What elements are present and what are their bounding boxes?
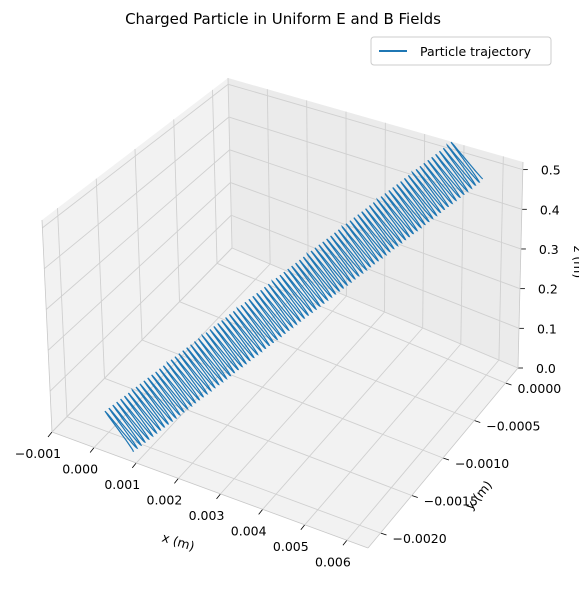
floor-pane [52, 248, 518, 548]
z-tick-label: 0.3 [539, 242, 559, 257]
x-tick-mark [300, 524, 306, 531]
x-gridline [422, 133, 426, 329]
y-tick-label: 0.0000 [518, 381, 562, 396]
x-gridline [306, 100, 309, 281]
x-tick-label: 0.002 [147, 492, 183, 507]
tick-labels: −0.0010.0000.0010.0020.0030.0040.0050.00… [15, 163, 561, 570]
z-gridline [228, 83, 523, 171]
y-tick-mark [505, 382, 512, 386]
x-gridline [460, 145, 465, 345]
y-gridline [141, 339, 444, 459]
x-tick-label: 0.004 [231, 523, 267, 538]
axis-edge [367, 367, 519, 549]
x-tick-mark [131, 462, 137, 469]
y-gridline [66, 416, 381, 534]
z-gridline [49, 214, 232, 392]
y-tick-label: −0.0010 [455, 456, 509, 471]
z-tick-label: 0.0 [536, 361, 556, 376]
legend-box [370, 36, 552, 66]
y-gridline [95, 178, 105, 379]
axis-edge [517, 161, 524, 369]
z-tick-label: 0.2 [538, 282, 558, 297]
y-gridline [212, 89, 218, 264]
legend: Particle trajectory [370, 36, 552, 66]
x-tick-label: 0.005 [273, 539, 309, 554]
axis-edge [41, 219, 53, 433]
x-gridline [227, 77, 233, 249]
z-gridline [42, 83, 229, 229]
x-tick-label: −0.001 [15, 446, 61, 461]
z-gridline [231, 247, 519, 369]
x-axis-label: x (m) [160, 530, 196, 554]
z-gridline [45, 149, 230, 310]
z-gridline [44, 116, 230, 270]
legend-label: Particle trajectory [420, 44, 532, 59]
z-tick-label: 0.4 [540, 202, 560, 217]
x-gridline [266, 89, 271, 265]
x-tick-mark [216, 493, 221, 500]
y-tick-label: −0.0015 [424, 494, 478, 509]
x-tick-mark [258, 509, 263, 515]
x-tick-mark [174, 478, 179, 484]
z-gridline [229, 149, 522, 250]
x-tick-mark [89, 447, 95, 453]
y-tick-mark [474, 420, 481, 423]
x-tick-label: 0.003 [189, 508, 225, 523]
y-tick-label: −0.0020 [393, 531, 447, 546]
chart-title: Charged Particle in Uniform E and B Fiel… [125, 10, 441, 28]
z-tick-label: 0.5 [541, 163, 561, 178]
z-gridline [231, 214, 520, 329]
z-axis-label: z (m) [571, 246, 579, 278]
x-gridline [384, 122, 386, 313]
x-tick-mark [47, 431, 53, 438]
z-gridline [47, 182, 231, 351]
axis-edge [51, 431, 369, 549]
y-tick-label: −0.0005 [486, 419, 540, 434]
y-gridline [57, 208, 68, 417]
x-tick-label: 0.006 [315, 554, 351, 569]
x-gridline [498, 156, 504, 361]
left-pane [42, 78, 232, 432]
x-tick-mark [342, 540, 348, 546]
trajectory-line [104, 141, 484, 452]
z-gridline [228, 116, 522, 210]
y-tick-mark [380, 532, 387, 536]
y-gridline [173, 119, 180, 302]
z-gridline [51, 247, 233, 433]
z-tick-label: 0.1 [537, 321, 557, 336]
y-tick-mark [411, 495, 418, 498]
x-tick-label: 0.001 [104, 477, 140, 492]
y-gridline [134, 148, 143, 341]
y-tick-mark [442, 457, 450, 461]
x-tick-label: 0.000 [62, 461, 98, 476]
trajectory-path [104, 141, 484, 452]
y-gridline [216, 262, 506, 384]
